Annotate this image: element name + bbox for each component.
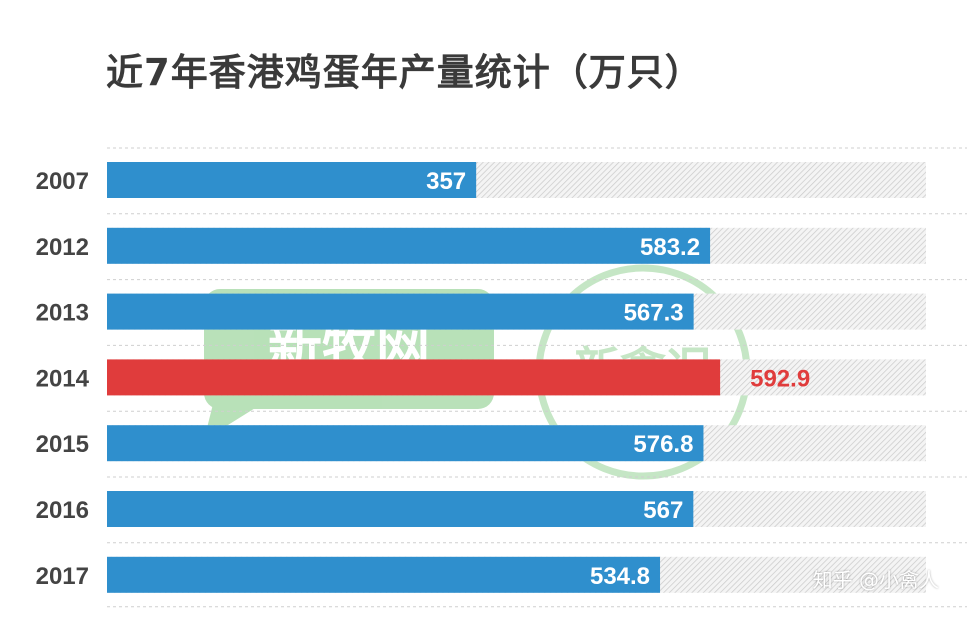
bar-2016 bbox=[107, 491, 694, 527]
bar-2007 bbox=[107, 162, 477, 198]
value-label-2017: 534.8 bbox=[590, 563, 650, 590]
bar-2013 bbox=[107, 293, 694, 330]
bar-2012 bbox=[107, 227, 711, 264]
value-label-2012: 583.2 bbox=[640, 234, 700, 261]
chart-title: 近7年香港鸡蛋年产量统计（万只） bbox=[106, 51, 703, 94]
category-label-2017: 2017 bbox=[36, 563, 89, 590]
bar-2017 bbox=[107, 556, 661, 593]
category-label-2012: 2012 bbox=[36, 234, 89, 261]
category-label-2007: 2007 bbox=[36, 168, 89, 195]
value-label-2013: 567.3 bbox=[624, 300, 684, 327]
category-label-2013: 2013 bbox=[36, 300, 89, 327]
category-label-2014: 2014 bbox=[36, 365, 90, 392]
bar-2014 bbox=[107, 359, 721, 396]
value-label-2014: 592.9 bbox=[750, 365, 810, 392]
category-label-2015: 2015 bbox=[36, 431, 89, 458]
value-label-2016: 567 bbox=[643, 497, 683, 524]
value-label-2015: 576.8 bbox=[633, 431, 693, 458]
watermark-text: 知乎 @小禽人 bbox=[812, 568, 939, 592]
value-label-2007: 357 bbox=[426, 168, 466, 195]
category-label-2016: 2016 bbox=[36, 497, 89, 524]
bar-2015 bbox=[107, 425, 704, 462]
